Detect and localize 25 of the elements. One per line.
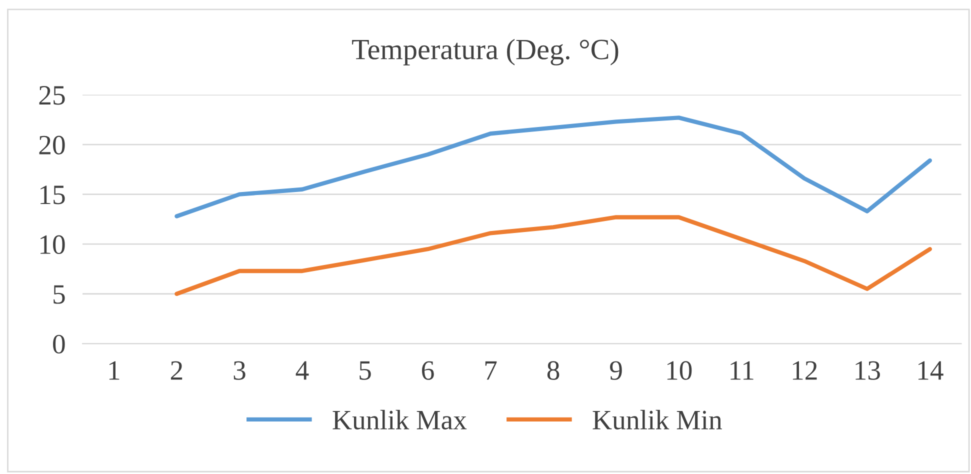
legend-label: Kunlik Max	[332, 410, 467, 430]
y-tick-label: 0	[53, 334, 65, 354]
x-tick-label: 1	[109, 361, 120, 380]
y-tick-label: 20	[39, 136, 65, 154]
x-tick-label: 3	[234, 361, 246, 380]
chart-title: Temperatura (Deg. °C)	[352, 38, 618, 66]
y-tick-label: 15	[40, 186, 65, 204]
x-tick-label: 8	[547, 361, 560, 380]
x-tick-label: 6	[422, 361, 434, 380]
x-tick-label: 7	[485, 361, 497, 380]
x-tick-label: 4	[296, 361, 309, 380]
x-tick-label: 5	[360, 361, 371, 380]
line-series	[174, 116, 932, 218]
line-series	[174, 215, 932, 296]
y-tick-label: 10	[40, 235, 65, 254]
y-tick-label: 5	[54, 285, 65, 304]
x-tick-label: 10	[667, 361, 692, 380]
x-tick-label: 9	[610, 361, 622, 380]
x-tick-label: 2	[170, 361, 182, 380]
legend-label: Kunlik Min	[592, 410, 722, 430]
x-tick-label: 13	[856, 361, 880, 380]
x-tick-label: 12	[792, 361, 817, 380]
x-tick-label: 14	[918, 361, 944, 380]
x-tick-label: 11	[730, 361, 754, 380]
y-tick-label: 25	[39, 86, 65, 105]
